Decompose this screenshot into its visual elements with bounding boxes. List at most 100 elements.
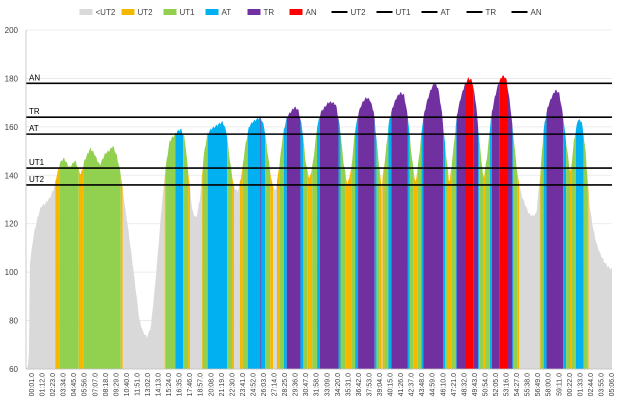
x-tick-label: 05:56.0 (82, 373, 89, 396)
hr-zone-segment (566, 142, 570, 369)
legend-label: AT (222, 8, 232, 17)
y-axis-ticks: 60 80 100 120 140 160 180 200 (5, 26, 19, 374)
x-tick-label: 13:02.0 (145, 373, 152, 396)
x-tick-label: 31:58.0 (314, 373, 321, 396)
y-tick-label: 100 (5, 268, 19, 277)
x-tick-label: 18:57.0 (198, 373, 205, 396)
hr-zone-segment (201, 167, 203, 369)
x-tick-label: 49:43.0 (472, 373, 479, 396)
x-axis-ticks: 00:01.0 01:12.0 02:23.0 03:34.0 04:45.0 05:56… (29, 373, 616, 396)
hr-zone-segment (413, 167, 418, 369)
x-tick-label: 20:08.0 (208, 373, 215, 396)
legend-swatch (121, 9, 135, 15)
hr-zone-segment (122, 178, 165, 369)
legend-item-0: <UT2 (79, 8, 116, 17)
hr-zone-segment (261, 120, 266, 369)
hr-zone-segment (473, 87, 479, 370)
hr-zone-segment (183, 134, 189, 369)
x-tick-label: 14:13.0 (156, 373, 163, 396)
hr-zone-segment (384, 127, 389, 369)
legend-label: <UT2 (96, 8, 116, 17)
threshold-label-at: AT (29, 124, 39, 133)
threshold-label-an: AN (29, 73, 40, 82)
hr-zone-segment (265, 134, 271, 369)
hr-zone-segment (421, 116, 424, 370)
legend-label: AT (441, 8, 451, 17)
hr-zone-segment (59, 157, 79, 369)
threshold-lines: AN TR AT UT1 UT2 (26, 73, 612, 186)
hr-zone-segment (588, 192, 612, 369)
hr-zone-segment (465, 77, 474, 369)
hr-zone-segment (164, 167, 166, 369)
x-tick-label: 36:42.0 (356, 373, 363, 396)
hr-zone-segment (307, 166, 313, 369)
hr-zone-segment (489, 111, 492, 370)
hr-zone-segment (382, 164, 385, 369)
legend-label: UT1 (180, 8, 196, 17)
x-tick-label: 55:38.0 (525, 373, 532, 396)
legend-label: AN (306, 8, 317, 17)
axes (25, 30, 612, 370)
hr-zone-segment (451, 126, 456, 370)
hr-zone-segment (55, 167, 60, 369)
legend-swatch (247, 9, 261, 15)
hr-zone-segment (165, 132, 176, 369)
heart-rate-area (26, 75, 612, 370)
hr-zone-segment (376, 140, 380, 369)
x-tick-label: 39:04.0 (377, 373, 384, 396)
legend-item-5: AN (289, 8, 317, 17)
hr-zone-segment (507, 88, 513, 369)
x-tick-label: 37:53.0 (367, 373, 374, 396)
x-tick-label: 47:21.0 (451, 373, 458, 396)
hr-zone-segment (443, 125, 445, 370)
hr-zone-segment (83, 145, 121, 369)
threshold-label-ut2: UT2 (29, 175, 45, 184)
hr-zone-segment (513, 136, 518, 369)
hr-zone-segment (345, 168, 352, 369)
hr-zone-segment (270, 172, 274, 369)
hr-zone-segment (283, 116, 287, 369)
y-tick-label: 200 (5, 26, 19, 35)
hr-zone-segment (175, 128, 184, 369)
hr-zone-segment (417, 131, 422, 369)
x-tick-label: 17:46.0 (187, 373, 194, 396)
x-tick-label: 24:52.0 (251, 373, 258, 396)
hr-zone-segment (279, 129, 284, 369)
hr-zone-segment (587, 179, 589, 369)
hr-zone-segment (338, 119, 341, 369)
hr-zone-segment (519, 180, 540, 369)
x-tick-label: 53:16.0 (504, 373, 511, 396)
legend-swatch (289, 9, 303, 15)
hr-zone-segment (499, 75, 508, 369)
hr-zone-segment (273, 181, 277, 369)
x-tick-label: 23:41.0 (240, 373, 247, 396)
hr-zone-segment (455, 116, 457, 370)
hr-zone-segment (312, 128, 318, 369)
hr-zone-segment (247, 115, 261, 369)
x-tick-label: 50:54.0 (483, 373, 490, 396)
hr-zone-segment (358, 96, 375, 369)
legend-label: UT1 (396, 8, 412, 17)
x-tick-label: 30:47.0 (303, 373, 310, 396)
legend-label: UT2 (351, 8, 367, 17)
legend-item-4: TR (247, 8, 274, 17)
hr-zone-segment (563, 118, 567, 369)
y-tick-label: 120 (5, 220, 19, 229)
x-tick-label: 58:00.0 (546, 373, 553, 396)
legend-item-10: AN (511, 8, 542, 17)
x-tick-label: 28:25.0 (282, 373, 289, 396)
hr-zone-segment (517, 172, 520, 369)
x-tick-label: 54:27.0 (514, 373, 521, 396)
legend-swatch (205, 9, 219, 15)
threshold-label-tr: TR (29, 107, 40, 116)
hr-zone-segment (483, 162, 487, 369)
hr-zone-segment (486, 129, 490, 369)
hr-zone-segment (456, 82, 466, 370)
hr-zone-segment (26, 181, 56, 369)
hr-zone-segment (381, 178, 383, 369)
hr-zone-segment (491, 80, 500, 370)
plot-area: AN TR AT UT1 UT2 (25, 29, 612, 370)
x-tick-label: 41:26.0 (398, 373, 405, 396)
x-tick-label: 29:36.0 (293, 373, 300, 396)
x-tick-label: 00:01.0 (29, 373, 36, 396)
